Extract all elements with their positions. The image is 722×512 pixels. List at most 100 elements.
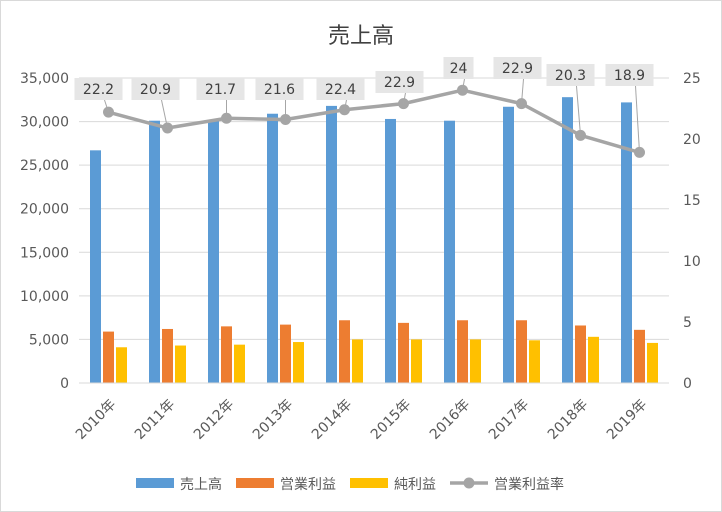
bar [234,344,245,383]
bar [116,347,127,383]
gridlines [79,77,669,384]
x-tick-label: 2016年 [427,397,473,443]
data-label-box [131,78,180,100]
bar [444,120,455,383]
data-label-box [443,57,474,79]
legend-swatch [136,478,174,488]
data-label-box [255,78,304,100]
y-left-tick-label: 5,000 [29,332,69,348]
bar [562,97,573,384]
bar [208,120,219,383]
data-label: 22.4 [325,82,356,98]
legend-label: 営業利益 [280,477,336,493]
data-label-leader [521,78,524,104]
x-tick-label: 2019年 [604,397,650,443]
bar [221,326,232,383]
bar [293,342,304,383]
chart-title: 売上高 [328,24,394,49]
x-tick-label: 2017年 [486,397,532,443]
data-label: 21.7 [205,82,236,98]
x-tick-label: 2010年 [73,397,119,443]
bar [398,322,409,383]
legend-label: 売上高 [180,476,222,493]
data-labels: 22.2 20.9 21.7 21.6 22.4 22.9 24 22.9 20.3 18.9 [74,57,654,153]
bar [385,118,396,383]
y-left-tick-label: 20,000 [20,202,69,218]
legend-label: 純利益 [394,477,436,493]
data-label-leader [161,99,168,129]
data-label-box [375,71,424,93]
y-left-tick-label: 0 [60,376,69,392]
bar [103,331,114,383]
bar [457,320,468,383]
data-label: 22.9 [502,61,533,77]
y-right-tick-label: 15 [683,193,701,209]
bar [267,113,278,383]
legend-marker [463,477,475,489]
data-label-leader [462,78,465,91]
bar [175,345,186,383]
data-label: 20.3 [555,68,586,84]
bar [280,324,291,383]
bar [634,329,645,383]
x-tick-label: 2015年 [368,397,414,443]
x-tick-label: 2011年 [132,397,178,443]
data-label: 22.9 [384,75,415,91]
line-path [108,88,640,155]
y-right-tick-label: 5 [683,315,692,331]
y-left-tick-label: 25,000 [20,158,69,174]
data-label-leader [104,99,109,113]
data-label-box [605,64,654,86]
data-label: 22.2 [83,82,114,98]
y-axis-left: 0 5,000 10,000 15,000 20,000 25,000 30,000 35,0… [20,71,69,392]
bar [647,342,658,383]
bar [503,106,514,383]
data-label-box [493,57,542,79]
bar [575,325,586,383]
bar [352,339,363,383]
bar [326,105,337,383]
y-left-tick-label: 10,000 [20,289,69,305]
x-tick-label: 2013年 [250,397,296,443]
bar [411,339,422,383]
legend-label: 営業利益率 [494,476,564,493]
bar-series [90,97,658,384]
data-label-leader [344,99,347,110]
data-label-box [316,78,365,100]
bar [588,336,599,383]
data-label: 20.9 [140,82,171,98]
data-label-leader [635,85,640,153]
bar [516,320,527,383]
data-label: 21.6 [264,82,295,98]
x-tick-label: 2014年 [309,397,355,443]
data-label: 24 [450,61,468,77]
data-label-leader [403,92,406,104]
y-left-tick-label: 15,000 [20,245,69,261]
y-left-tick-label: 30,000 [20,115,69,131]
data-label: 18.9 [614,68,645,84]
data-label-box [546,64,595,86]
y-right-tick-label: 25 [683,71,701,87]
legend: 売上高 営業利益 純利益 営業利益率 [136,476,564,493]
bar [470,339,481,383]
data-label-box [74,78,123,100]
bar [529,340,540,383]
legend-swatch [236,478,274,488]
x-tick-label: 2018年 [545,397,591,443]
bar [162,328,173,383]
x-axis: 2010年 2011年 2012年 2013年 2014年 2015年 2016年 2017年… [73,382,669,443]
bar [339,320,350,383]
bar [149,120,160,383]
y-left-tick-label: 35,000 [20,71,69,87]
data-label-leader [576,85,581,136]
y-right-tick-label: 10 [683,254,701,270]
bar [621,102,632,384]
y-right-tick-label: 0 [683,376,692,392]
y-axis-right: 0 5 10 15 20 25 [683,71,701,392]
x-tick-label: 2012年 [191,397,237,443]
y-right-tick-label: 20 [683,132,701,148]
data-label-box [196,78,245,100]
bar [90,150,101,383]
